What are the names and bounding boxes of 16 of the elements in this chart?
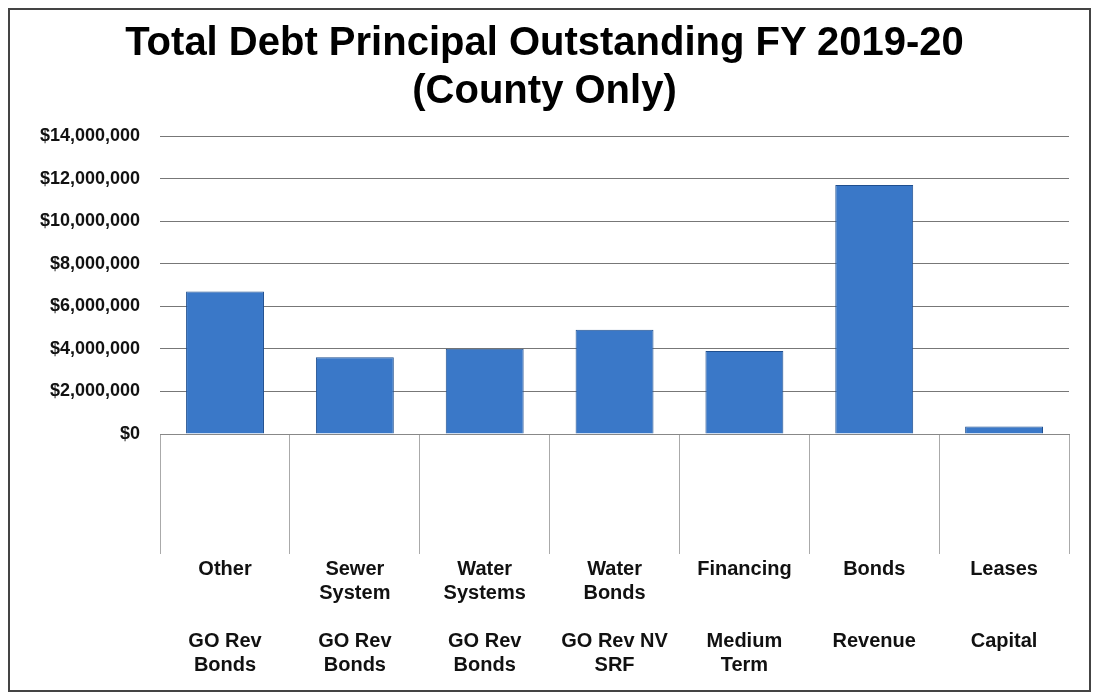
category-label: Water Systems GO Rev Bonds xyxy=(443,556,526,675)
y-tick-label: $10,000,000 xyxy=(39,210,141,231)
chart-title: Total Debt Principal Outstanding FY 2019-20 (County Only) xyxy=(125,19,964,112)
y-tick-label: $8,000,000 xyxy=(50,252,141,273)
category-label: Other GO Rev Bonds xyxy=(188,556,262,675)
category-label: Sewer System GO Rev Bonds xyxy=(318,556,392,675)
category-label: Leases Capital xyxy=(970,556,1038,651)
y-tick-label: $4,000,000 xyxy=(50,337,141,358)
category-label: Bonds Revenue xyxy=(832,556,916,651)
y-tick-label: $14,000,000 xyxy=(39,124,141,145)
y-tick-label: $2,000,000 xyxy=(50,380,141,401)
y-tick-label: $12,000,000 xyxy=(39,167,141,188)
category-label: Financing Medium Term xyxy=(697,556,792,675)
y-tick-label: $6,000,000 xyxy=(50,295,141,316)
y-tick-label: $0 xyxy=(120,422,141,443)
category-label: Water Bonds GO Rev NV SRF xyxy=(561,556,668,675)
